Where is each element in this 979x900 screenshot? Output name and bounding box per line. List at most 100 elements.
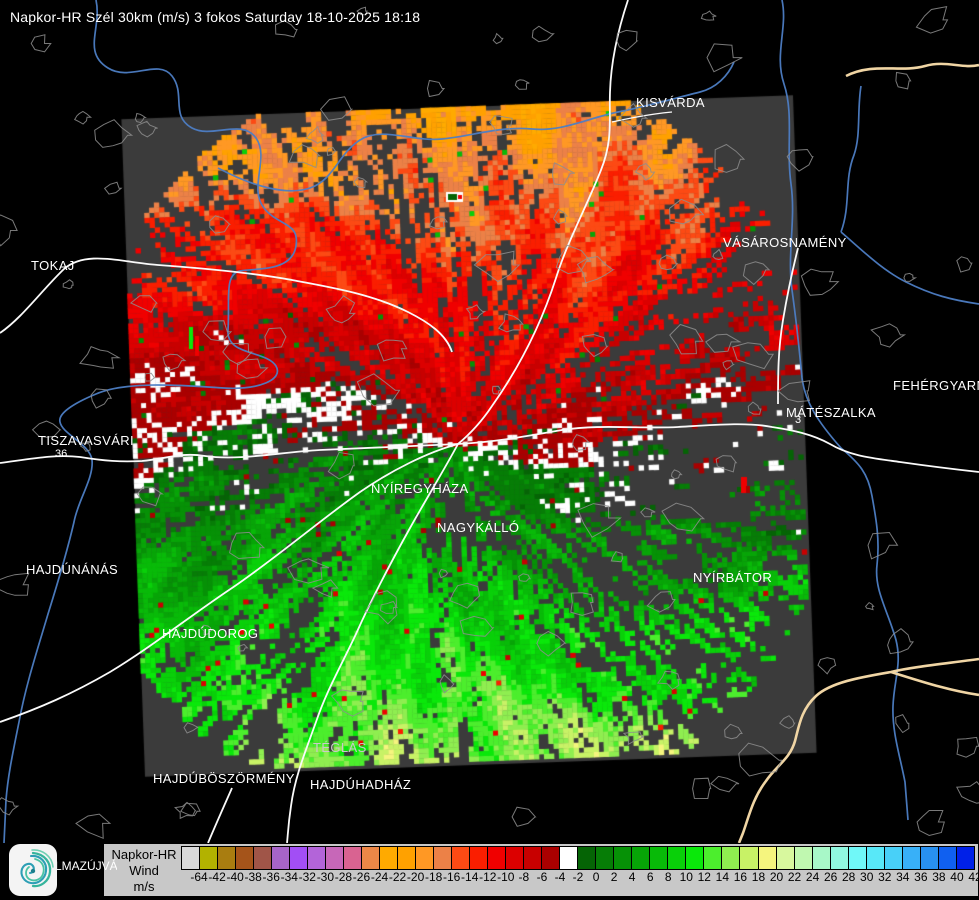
legend-swatch bbox=[362, 847, 381, 869]
city-label: NYÍRBÁTOR bbox=[693, 570, 773, 585]
legend-tick: -42 bbox=[208, 870, 226, 884]
legend-swatch bbox=[794, 847, 813, 869]
legend-swatch bbox=[722, 847, 741, 869]
city-label: NAGYKÁLLÓ bbox=[437, 520, 520, 535]
legend-swatch bbox=[866, 847, 885, 869]
city-label-balmazujvaros-partial: LMAZÚJVÁR bbox=[55, 859, 117, 873]
legend-swatch bbox=[398, 847, 417, 869]
city-label: FEHÉRGYARMAT bbox=[893, 378, 979, 393]
legend-tick: 26 bbox=[823, 870, 838, 884]
legend-tick: -30 bbox=[316, 870, 335, 884]
legend-tick: -4 bbox=[554, 870, 566, 884]
legend-swatch bbox=[524, 847, 543, 869]
city-label: HAJDÚBÖSZÖRMÉNY bbox=[153, 771, 295, 786]
legend-swatch bbox=[488, 847, 507, 869]
radar-title: Napkor-HR Szél 30km (m/s) 3 fokos Saturd… bbox=[10, 9, 421, 25]
legend-tick: 32 bbox=[878, 870, 892, 884]
legend-swatch bbox=[650, 847, 669, 869]
legend-swatch bbox=[416, 847, 435, 869]
legend-tick: -64 bbox=[190, 870, 208, 884]
legend-tick: 42 bbox=[968, 870, 979, 884]
legend-tick: 2 bbox=[610, 870, 618, 884]
legend-tick: 14 bbox=[715, 870, 730, 884]
legend-swatch bbox=[758, 847, 777, 869]
legend-tick: -12 bbox=[479, 870, 497, 884]
legend-tick: 24 bbox=[805, 870, 820, 884]
city-label: NYÍREGYHÁZA bbox=[371, 481, 469, 496]
legend-tick: -14 bbox=[461, 870, 479, 884]
legend-tick: 12 bbox=[697, 870, 711, 884]
legend-swatch bbox=[740, 847, 759, 869]
legend-tick: -6 bbox=[536, 870, 548, 884]
legend-tick: 8 bbox=[664, 870, 672, 884]
legend-swatch bbox=[542, 847, 561, 869]
legend-label-column: Napkor-HR Wind m/s bbox=[106, 847, 182, 895]
spiral-logo-icon bbox=[20, 849, 54, 888]
city-label: HAJDÚNÁNÁS bbox=[26, 562, 119, 577]
legend-tick: 36 bbox=[914, 870, 928, 884]
legend-swatch bbox=[236, 847, 255, 869]
legend-tick: -10 bbox=[497, 870, 515, 884]
legend-swatch bbox=[812, 847, 831, 869]
legend-swatch bbox=[380, 847, 399, 869]
legend-tick: -38 bbox=[244, 870, 262, 884]
legend-tick: -40 bbox=[226, 870, 244, 884]
legend-tick: -32 bbox=[298, 870, 316, 884]
legend-tick: -16 bbox=[443, 870, 461, 884]
legend-swatch bbox=[956, 847, 974, 869]
legend-swatch bbox=[668, 847, 687, 869]
legend-tick: 18 bbox=[751, 870, 766, 884]
legend-swatch bbox=[830, 847, 849, 869]
legend-swatch bbox=[470, 847, 489, 869]
road-number-label: 36 bbox=[55, 448, 68, 460]
road-number-label: 3 bbox=[795, 414, 802, 426]
legend-tick: 0 bbox=[592, 870, 600, 884]
legend-unit: m/s bbox=[133, 879, 155, 894]
city-label: TOKAJ bbox=[31, 258, 75, 273]
legend-tick: 40 bbox=[950, 870, 964, 884]
hungaromet-logo bbox=[9, 844, 57, 896]
legend-swatch bbox=[326, 847, 345, 869]
legend-tick: -34 bbox=[280, 870, 298, 884]
legend-swatch bbox=[848, 847, 867, 869]
legend-product: Napkor-HR bbox=[111, 847, 177, 862]
legend-tick: -8 bbox=[518, 870, 530, 884]
legend-swatch bbox=[272, 847, 291, 869]
legend-tick: 6 bbox=[646, 870, 654, 884]
legend-swatch bbox=[560, 847, 579, 869]
legend-tick: 38 bbox=[932, 870, 946, 884]
legend-tick: 28 bbox=[841, 870, 856, 884]
legend-swatch bbox=[434, 847, 453, 869]
legend-swatch bbox=[920, 847, 939, 869]
city-label: HAJDÚDOROG bbox=[162, 626, 259, 641]
legend-tick: -2 bbox=[572, 870, 584, 884]
legend-tick: -20 bbox=[406, 870, 425, 884]
legend-swatch bbox=[902, 847, 921, 869]
legend-quantity: Wind bbox=[129, 863, 159, 878]
legend-tick: -28 bbox=[334, 870, 353, 884]
legend-tick: 10 bbox=[679, 870, 693, 884]
legend-swatch bbox=[704, 847, 723, 869]
legend-swatch bbox=[596, 847, 615, 869]
legend-swatch bbox=[200, 847, 219, 869]
city-label: TÉGLÁS bbox=[313, 740, 367, 755]
legend-tick: 34 bbox=[896, 870, 910, 884]
legend-swatch bbox=[344, 847, 363, 869]
legend-tick-row: -64 -42 -40 -38 -36 -34 -32 -30 -28 -26 -24 -22 -20-… bbox=[181, 870, 979, 886]
city-label: KISVÁRDA bbox=[636, 95, 705, 110]
legend-tick: -36 bbox=[262, 870, 280, 884]
legend-swatch bbox=[254, 847, 273, 869]
legend-swatch bbox=[506, 847, 525, 869]
legend-tick: 20 bbox=[769, 870, 784, 884]
legend-tick: -26 bbox=[352, 870, 371, 884]
legend-swatches bbox=[181, 846, 975, 870]
legend-swatch bbox=[308, 847, 327, 869]
legend-tick: 30 bbox=[860, 870, 874, 884]
legend-tick: 22 bbox=[787, 870, 802, 884]
legend-tick: 4 bbox=[628, 870, 636, 884]
legend-swatch bbox=[686, 847, 705, 869]
legend-swatch bbox=[614, 847, 633, 869]
legend-swatch bbox=[938, 847, 957, 869]
